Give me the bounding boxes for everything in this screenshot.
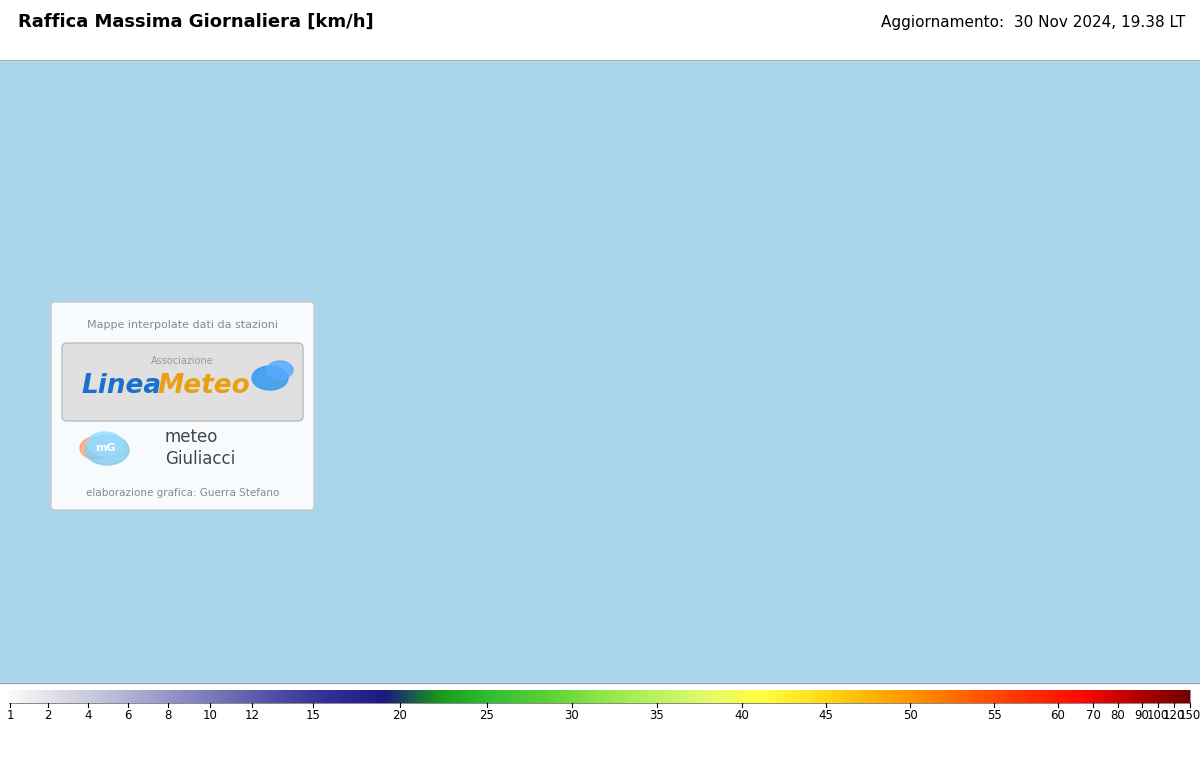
Text: 6: 6 bbox=[125, 709, 132, 722]
Text: Meteo: Meteo bbox=[157, 373, 250, 399]
Text: 45: 45 bbox=[818, 709, 834, 722]
Text: 40: 40 bbox=[734, 709, 750, 722]
Text: 90: 90 bbox=[1134, 709, 1150, 722]
Text: Raffica Massima Giornaliera [km/h]: Raffica Massima Giornaliera [km/h] bbox=[18, 13, 373, 31]
Text: 120: 120 bbox=[1163, 709, 1186, 722]
Text: 4: 4 bbox=[84, 709, 91, 722]
Text: 25: 25 bbox=[480, 709, 494, 722]
Ellipse shape bbox=[85, 435, 130, 465]
Text: meteo
Giuliacci: meteo Giuliacci bbox=[166, 428, 235, 468]
Text: 8: 8 bbox=[164, 709, 172, 722]
Text: 15: 15 bbox=[306, 709, 320, 722]
Text: 80: 80 bbox=[1111, 709, 1126, 722]
FancyBboxPatch shape bbox=[50, 302, 314, 510]
Text: 70: 70 bbox=[1086, 709, 1100, 722]
Text: 30: 30 bbox=[565, 709, 580, 722]
Text: 12: 12 bbox=[245, 709, 259, 722]
Text: elaborazione grafica: Guerra Stefano: elaborazione grafica: Guerra Stefano bbox=[86, 488, 280, 498]
Bar bbox=[0, 0, 1200, 60]
Ellipse shape bbox=[80, 437, 110, 459]
Ellipse shape bbox=[266, 361, 293, 379]
Text: 55: 55 bbox=[986, 709, 1001, 722]
Text: 20: 20 bbox=[392, 709, 408, 722]
Text: 150: 150 bbox=[1178, 709, 1200, 722]
Text: mG: mG bbox=[95, 443, 115, 453]
Text: 50: 50 bbox=[902, 709, 917, 722]
Ellipse shape bbox=[252, 366, 288, 390]
Text: Aggiornamento:  30 Nov 2024, 19.38 LT: Aggiornamento: 30 Nov 2024, 19.38 LT bbox=[881, 15, 1186, 29]
FancyBboxPatch shape bbox=[62, 343, 302, 421]
Text: 35: 35 bbox=[649, 709, 665, 722]
Bar bbox=[0, 683, 1200, 770]
Text: 60: 60 bbox=[1050, 709, 1066, 722]
Text: Associazione: Associazione bbox=[151, 356, 214, 366]
Text: 2: 2 bbox=[44, 709, 52, 722]
Text: 1: 1 bbox=[6, 709, 13, 722]
Text: Mappe interpolate dati da stazioni: Mappe interpolate dati da stazioni bbox=[88, 320, 278, 330]
Ellipse shape bbox=[88, 432, 124, 456]
Text: Linea: Linea bbox=[82, 373, 161, 399]
Bar bbox=[0, 60, 1200, 683]
Text: 100: 100 bbox=[1147, 709, 1169, 722]
Text: 10: 10 bbox=[203, 709, 217, 722]
Bar bbox=[10, 690, 1190, 703]
